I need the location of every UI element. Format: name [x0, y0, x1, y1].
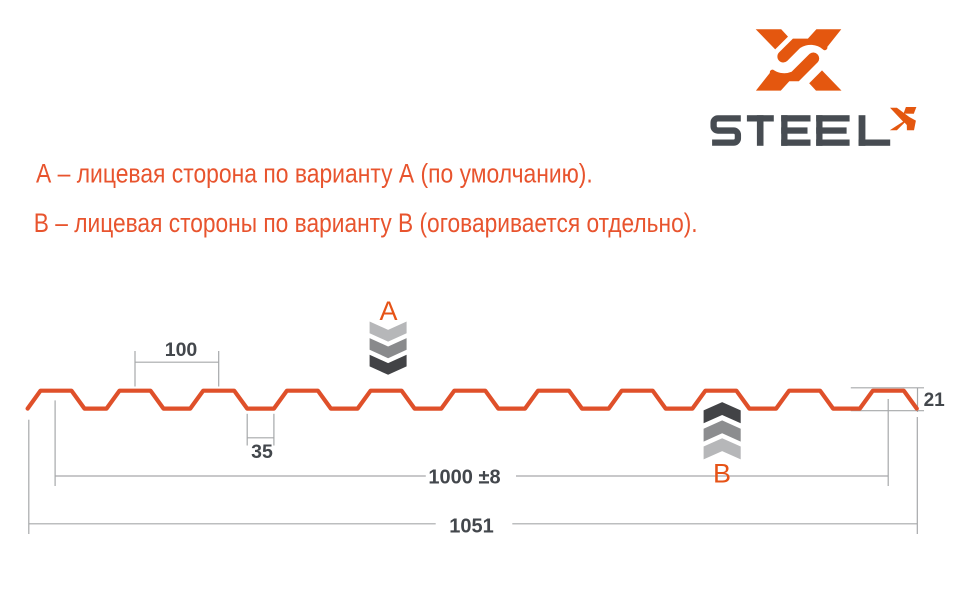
svg-text:В: В — [713, 458, 731, 488]
svg-text:А: А — [379, 296, 397, 326]
svg-text:1051: 1051 — [449, 516, 494, 538]
svg-text:В – лицевая стороны по вариант: В – лицевая стороны по варианту В (огова… — [34, 210, 698, 239]
svg-text:1000 ±8: 1000 ±8 — [428, 466, 500, 488]
svg-text:21: 21 — [924, 390, 946, 411]
svg-text:35: 35 — [251, 441, 273, 463]
svg-text:А – лицевая сторона по вариант: А – лицевая сторона по варианту А (по ум… — [36, 160, 593, 189]
svg-text:100: 100 — [165, 339, 198, 361]
